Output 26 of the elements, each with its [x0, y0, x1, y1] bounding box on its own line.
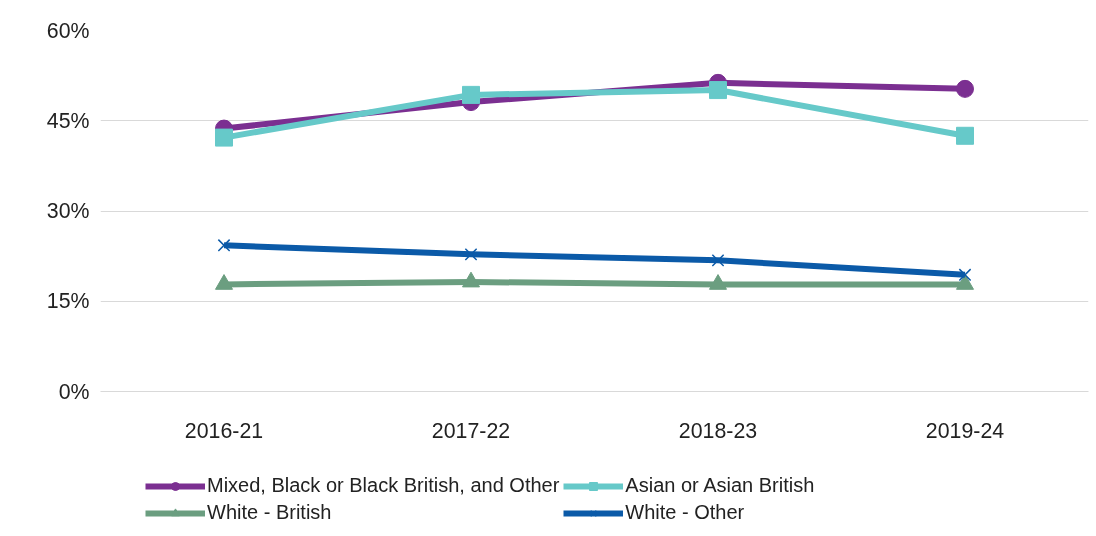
point	[462, 85, 480, 104]
x-tick-label: 2017-22	[431, 418, 511, 443]
legend-label: White - British	[207, 501, 332, 524]
point	[215, 274, 233, 290]
y-tick-label: 15%	[46, 289, 90, 314]
point	[217, 238, 231, 252]
y-tick-label: 0%	[58, 379, 90, 404]
x-tick-label: 2016-21	[184, 418, 264, 443]
point	[956, 79, 974, 98]
point	[462, 271, 480, 288]
point	[711, 253, 725, 267]
x-tick-label: 2018-23	[678, 418, 758, 443]
point	[709, 81, 727, 100]
legend-label: Asian or Asian British	[625, 474, 815, 497]
y-tick-label: 60%	[46, 18, 90, 43]
point	[956, 274, 974, 290]
legend-label: White - Other	[625, 501, 745, 524]
point	[958, 268, 972, 282]
point	[956, 126, 974, 145]
y-tick-label: 45%	[46, 108, 90, 133]
point	[215, 128, 233, 147]
x-tick-label: 2019-24	[925, 418, 1005, 443]
point	[464, 247, 478, 261]
legend-label: Mixed, Black or Black British, and Other	[207, 474, 560, 497]
point	[709, 274, 727, 290]
y-tick-label: 30%	[46, 199, 90, 223]
